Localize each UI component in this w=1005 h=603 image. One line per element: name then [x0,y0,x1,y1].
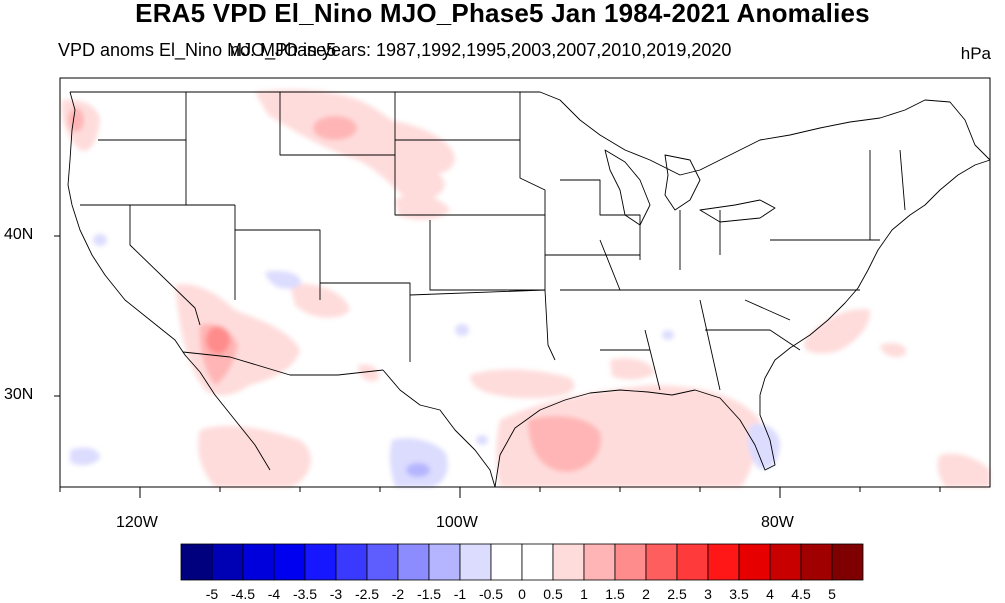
colorbar-box [645,543,678,581]
colorbar-label: -1.5 [416,586,442,602]
colorbar-label: 4 [766,586,774,602]
colorbar-box [304,543,337,581]
colorbar-label: -2.5 [354,586,380,602]
lon-tick-120w: 120W [116,514,158,531]
colorbar-box [800,543,833,581]
center-string: no. MJO in years: 1987,1992,1995,2003,20… [230,40,732,60]
lon-tick-80w: 80W [761,514,794,531]
colorbar-label: 1.5 [605,586,625,602]
colorbar-box [428,543,461,581]
colorbar-box [831,543,864,581]
lon-tick-100w: 100W [436,514,478,531]
colorbar-label: 3.5 [729,586,749,602]
axis-ticks [54,235,941,498]
colorbar-box [397,543,430,581]
colorbar-box [335,543,368,581]
plot-frame [59,77,991,488]
colorbar-box [180,543,213,581]
colorbar-box [490,543,523,581]
lat-tick-30n: 30N [4,386,34,403]
colorbar-label: -1 [453,586,467,602]
colorbar-label: 2.5 [667,586,687,602]
lat-tick-40n: 40N [4,226,34,243]
colorbar-label: -4 [267,586,281,602]
colorbar-label: 2 [642,586,650,602]
colorbar-box [521,543,554,581]
colorbar-label: -3.5 [292,586,318,602]
left-string: VPD anoms El_Nino MJO_Phase5 [58,40,337,60]
colorbar-box [769,543,802,581]
colorbar-box [676,543,709,581]
colorbar-label: -2 [391,586,405,602]
colorbar-label: -4.5 [230,586,256,602]
colorbar-box [459,543,492,581]
map-title: ERA5 VPD El_Nino MJO_Phase5 Jan 1984-202… [135,0,870,28]
colorbar-label: -0.5 [478,586,504,602]
colorbar-box [366,543,399,581]
colorbar-box [707,543,740,581]
colorbar-box [614,543,647,581]
colorbar-box [738,543,771,581]
colorbar-label: 4.5 [791,586,811,602]
colorbar-label: -5 [205,586,219,602]
colorbar-box [273,543,306,581]
colorbar-label: 0.5 [543,586,563,602]
colorbar-box [242,543,275,581]
coastline-and-borders [67,91,991,488]
colorbar-box [552,543,585,581]
colorbar-box [583,543,616,581]
units-label: hPa [960,44,991,63]
colorbar-label: 3 [704,586,712,602]
colorbar-label: 0 [518,586,526,602]
colorbar-label: 5 [828,586,836,602]
colorbar-box [211,543,244,581]
colorbar-label: 1 [580,586,588,602]
colorbar-label: -3 [329,586,343,602]
